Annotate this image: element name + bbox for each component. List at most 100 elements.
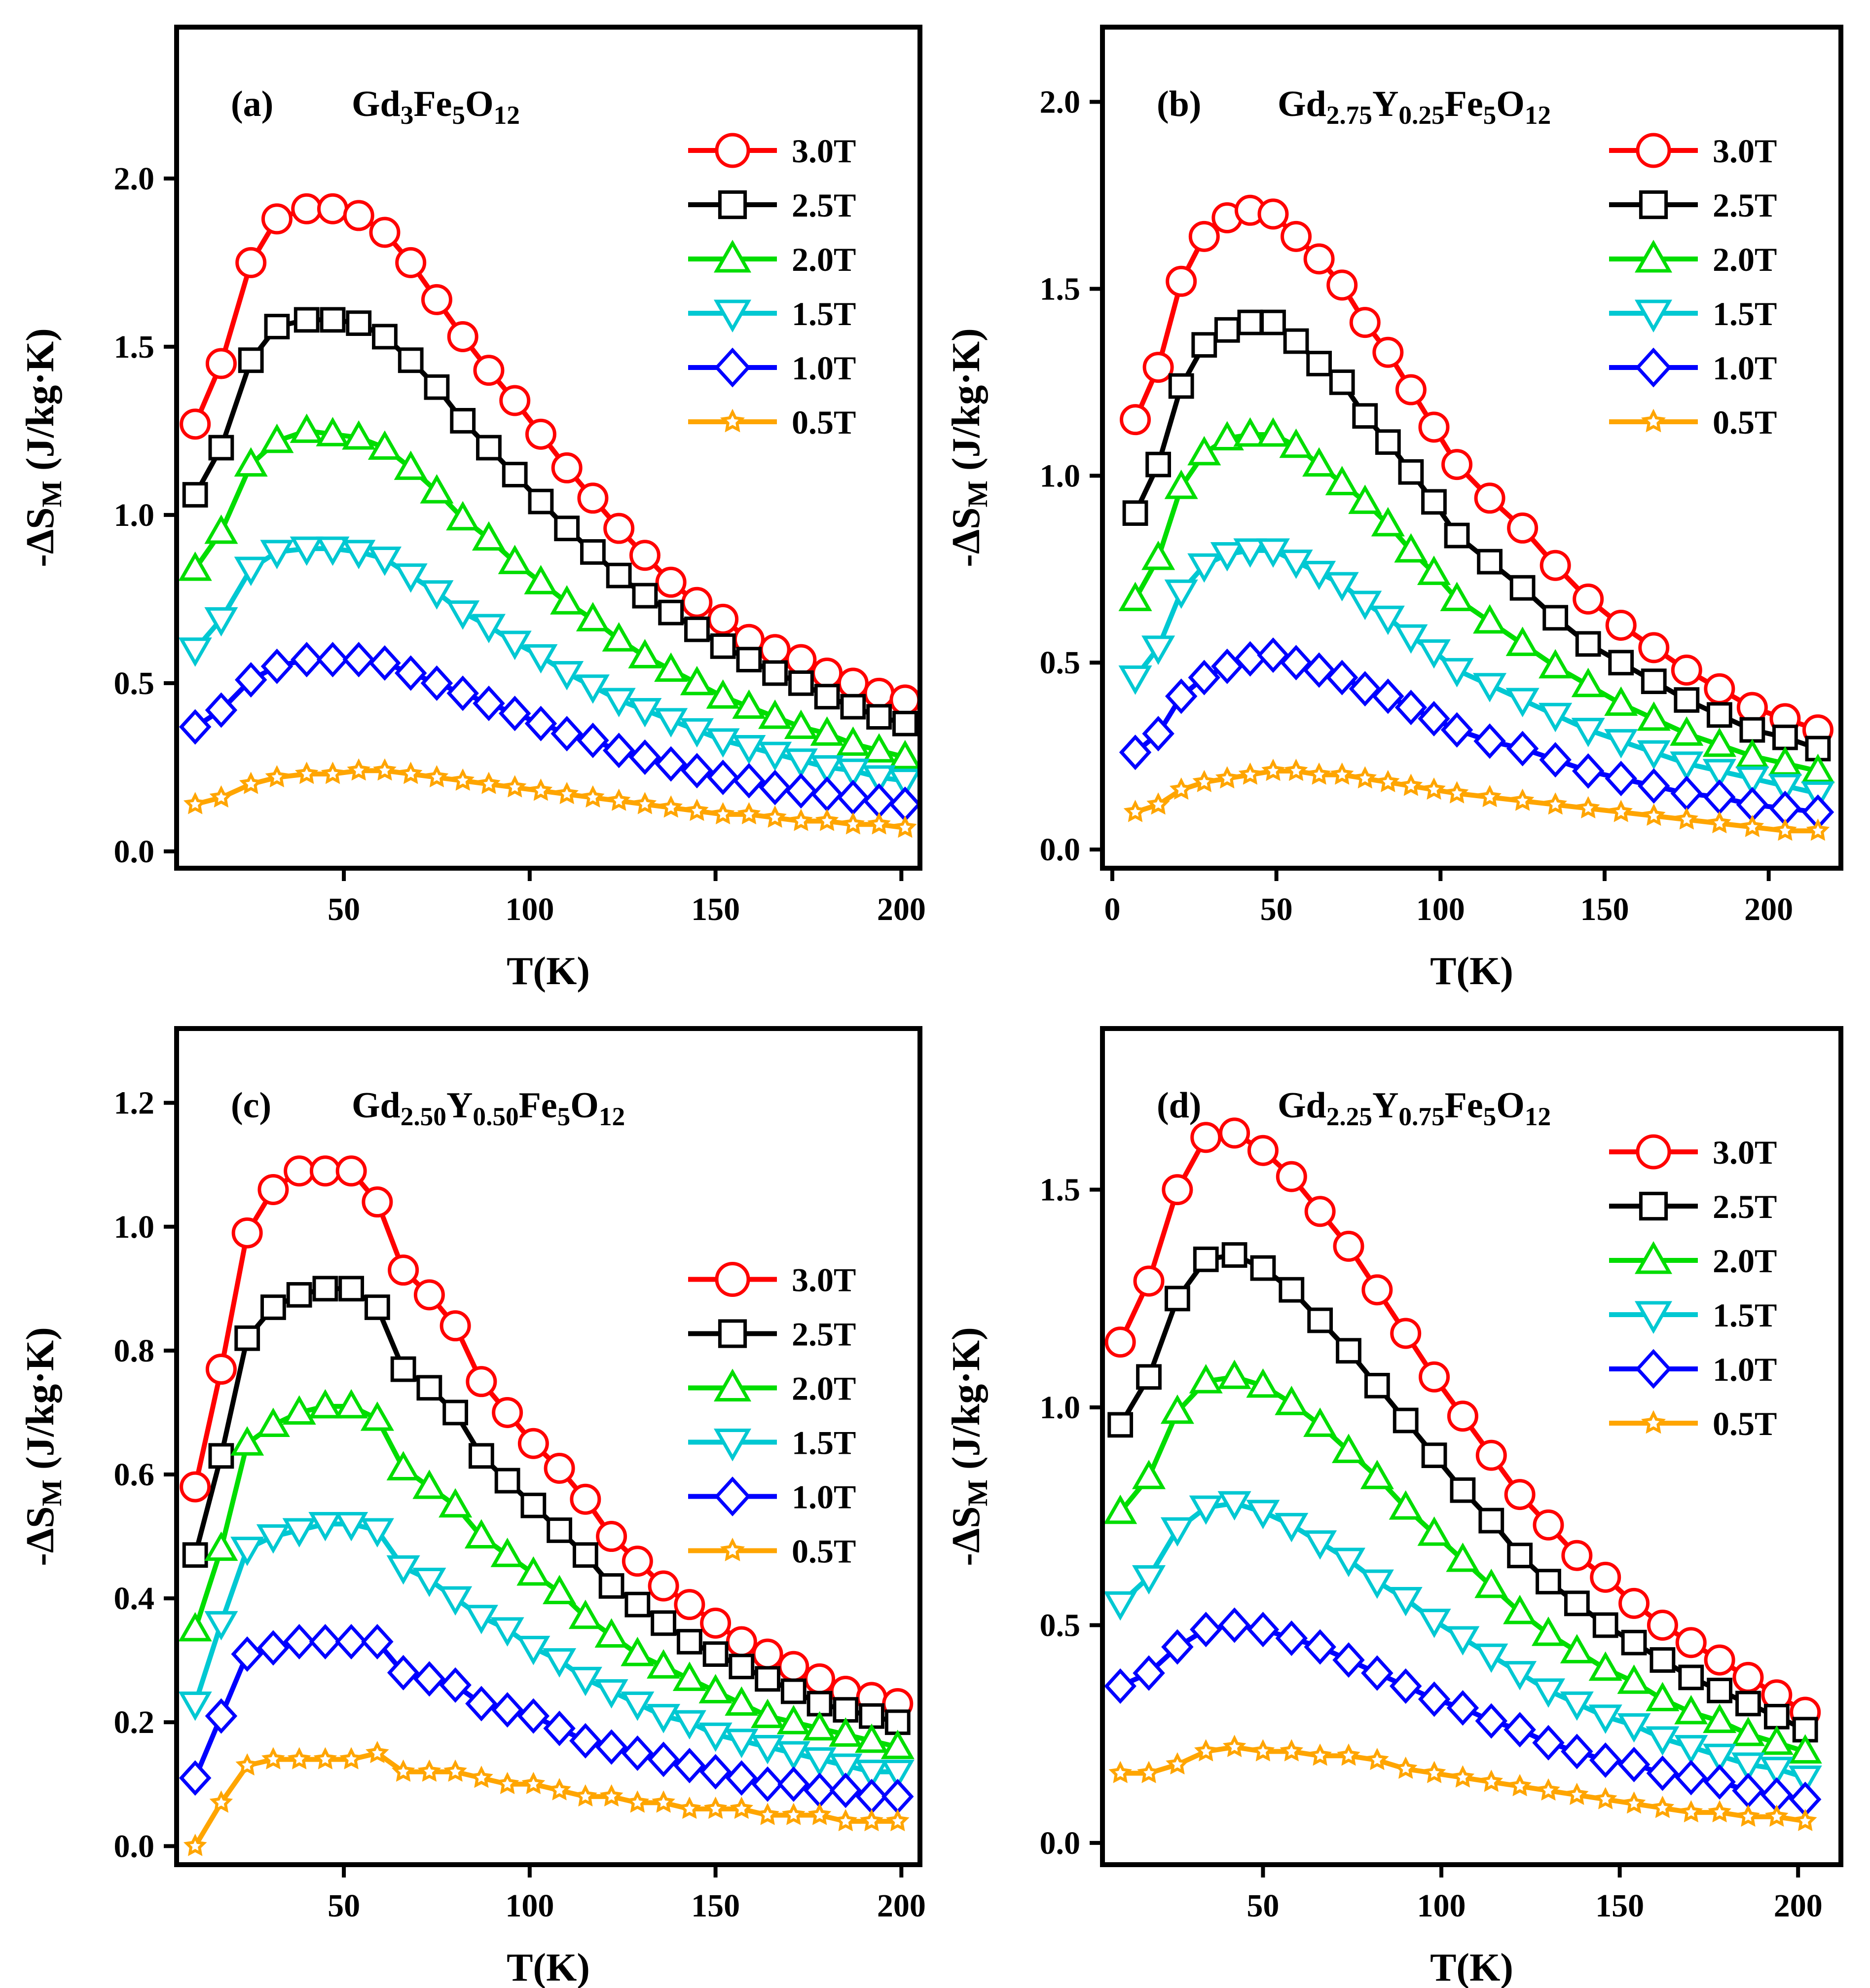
data-point-1p5t bbox=[1303, 1530, 1337, 1560]
data-point-0p5t bbox=[294, 761, 319, 784]
data-point-1p0t bbox=[1189, 1612, 1222, 1648]
data-point-0p5t bbox=[1365, 1748, 1389, 1770]
data-point-1p0t bbox=[1247, 1612, 1280, 1648]
data-point-0p5t bbox=[261, 1747, 285, 1769]
data-point-1p5t bbox=[758, 741, 792, 772]
data-point-1p0t bbox=[1638, 768, 1670, 804]
data-point-2p0t bbox=[1417, 1516, 1451, 1546]
data-point-2p5t bbox=[780, 1678, 807, 1704]
data-point-1p5t bbox=[1446, 1626, 1480, 1656]
data-point-2p5t bbox=[1706, 702, 1732, 728]
data-point-2p5t bbox=[788, 670, 814, 696]
data-point-1p0t bbox=[1646, 1755, 1679, 1791]
data-point-2p0t bbox=[386, 1451, 420, 1480]
data-point-3p0t bbox=[1281, 221, 1312, 252]
data-point-0p5t bbox=[287, 1747, 311, 1769]
legend-item-0p5t: 0.5T bbox=[688, 1533, 856, 1570]
data-point-2p0t bbox=[234, 447, 268, 477]
data-point-1p5t bbox=[1256, 538, 1290, 568]
data-point-3p0t bbox=[1419, 1361, 1450, 1393]
x-tick-label: 150 bbox=[691, 891, 740, 927]
data-point-1p5t bbox=[550, 661, 584, 691]
data-point-1p0t bbox=[1703, 779, 1736, 815]
data-point-2p5t bbox=[1164, 1286, 1190, 1312]
data-point-1p5t bbox=[308, 1511, 342, 1542]
data-point-0p5t bbox=[1708, 811, 1731, 834]
legend-item-2p0t: 2.0T bbox=[688, 1368, 856, 1407]
data-point-1p0t bbox=[394, 655, 427, 691]
data-point-2p0t bbox=[524, 565, 558, 594]
data-point-2p5t bbox=[651, 1610, 676, 1636]
data-point-0p5t bbox=[1478, 784, 1502, 808]
x-tick-label: 150 bbox=[691, 1888, 740, 1924]
data-point-1p5t bbox=[751, 1734, 785, 1765]
plot-frame bbox=[1100, 1026, 1843, 1867]
data-point-2p0t bbox=[1141, 540, 1175, 570]
data-point-2p0t bbox=[1674, 1694, 1708, 1725]
y-tick-label: 0.5 bbox=[114, 665, 155, 701]
data-point-2p0t bbox=[836, 726, 870, 756]
data-point-2p0t bbox=[1531, 1617, 1566, 1646]
data-point-1p5t bbox=[316, 536, 350, 566]
data-point-3p0t bbox=[517, 1428, 549, 1459]
data-point-1p5t bbox=[1588, 1704, 1622, 1734]
data-point-1p5t bbox=[1417, 639, 1451, 669]
data-point-2p5t bbox=[208, 1443, 234, 1469]
data-point-1p0t bbox=[628, 739, 661, 775]
legend-item-1p5t: 1.5T bbox=[688, 1424, 856, 1462]
data-point-2p5t bbox=[1450, 1477, 1476, 1503]
data-point-2p0t bbox=[621, 1637, 655, 1666]
data-point-2p0t bbox=[178, 551, 212, 581]
data-point-3p0t bbox=[811, 657, 843, 689]
y-tick-label: 2.0 bbox=[1040, 84, 1081, 120]
data-point-1p0t bbox=[1440, 712, 1473, 748]
data-point-1p0t bbox=[889, 786, 921, 822]
data-point-2p5t bbox=[1191, 332, 1217, 358]
data-point-1p5t bbox=[594, 1679, 628, 1709]
data-point-2p5t bbox=[1477, 549, 1503, 575]
data-point-2p5t bbox=[338, 1276, 365, 1302]
data-point-2p0t bbox=[204, 514, 238, 544]
data-point-0p5t bbox=[235, 1753, 259, 1776]
data-point-2p0t bbox=[1103, 1494, 1137, 1524]
x-tick-label: 50 bbox=[1247, 1888, 1279, 1924]
data-point-1p0t bbox=[1446, 1690, 1479, 1726]
data-point-1p5t bbox=[1325, 572, 1359, 602]
data-point-1p5t bbox=[1674, 1735, 1708, 1765]
data-point-3p0t bbox=[648, 1570, 679, 1602]
data-point-1p0t bbox=[387, 1655, 420, 1691]
data-point-2p0t bbox=[1217, 1360, 1251, 1389]
data-point-2p5t bbox=[1478, 1508, 1504, 1534]
data-point-3p0t bbox=[180, 408, 211, 440]
legend-marker-circle bbox=[1636, 1134, 1671, 1170]
data-point-3p0t bbox=[1605, 609, 1637, 641]
data-point-1p5t bbox=[260, 540, 294, 569]
data-point-0p5t bbox=[807, 1803, 832, 1825]
data-point-1p5t bbox=[1417, 1609, 1451, 1638]
data-point-2p0t bbox=[1371, 507, 1405, 537]
data-point-3p0t bbox=[395, 247, 427, 278]
data-point-0p5t bbox=[209, 1790, 233, 1813]
data-point-1p0t bbox=[283, 1623, 316, 1660]
data-point-2p5t bbox=[729, 1654, 755, 1680]
data-point-2p5t bbox=[1122, 500, 1148, 526]
data-point-1p0t bbox=[1670, 775, 1703, 811]
data-point-3p0t bbox=[1247, 1135, 1279, 1166]
data-point-1p5t bbox=[1348, 590, 1382, 621]
data-point-3p0t bbox=[1326, 269, 1358, 301]
data-point-0p5t bbox=[1251, 1739, 1275, 1762]
legend-item-1p0t: 1.0T bbox=[1609, 347, 1777, 388]
data-point-3p0t bbox=[629, 540, 660, 571]
data-point-3p0t bbox=[362, 1186, 393, 1218]
legend-marker-triangle-up bbox=[713, 239, 752, 273]
data-point-0p5t bbox=[399, 761, 423, 784]
data-point-2p5t bbox=[424, 374, 450, 400]
data-point-1p0t bbox=[1605, 761, 1637, 797]
data-point-0p5t bbox=[1238, 762, 1262, 785]
data-point-0p5t bbox=[495, 1771, 519, 1794]
legend-item-2p5t: 2.5T bbox=[1609, 186, 1777, 224]
data-point-2p0t bbox=[412, 1470, 446, 1499]
data-point-2p0t bbox=[394, 450, 428, 480]
data-point-2p0t bbox=[1646, 1682, 1680, 1712]
x-axis-label: T(K) bbox=[1430, 950, 1513, 993]
